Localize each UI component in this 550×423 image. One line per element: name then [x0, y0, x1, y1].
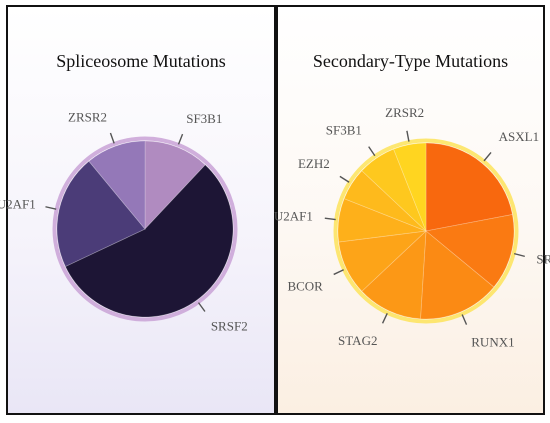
- leader-line-runx1: [461, 314, 468, 325]
- pie-rim: [52, 136, 238, 322]
- spliceosome-pie-chart: SF3B1 SRSF2 U2AF1 ZRSR2: [0, 110, 248, 334]
- pie-slice-runx1: [420, 230, 495, 320]
- slice-label-runx1: RUNX1: [471, 335, 514, 350]
- pie-slice-u2af1: [56, 160, 146, 268]
- pie-slice-asxl1: [425, 142, 513, 232]
- slice-label-asxl1: ASXL1: [499, 129, 539, 144]
- leader-line-sf3b1: [177, 133, 184, 145]
- slice-label-ezh2: EZH2: [298, 156, 330, 171]
- slice-label-u2af1: U2AF1: [0, 197, 36, 212]
- slice-label-u2af1: U2AF1: [274, 209, 313, 224]
- pie-slice-u2af1: [337, 198, 427, 243]
- leader-line-srsf2: [197, 302, 206, 312]
- spliceosome-chart-title: Spliceosome Mutations: [56, 51, 226, 71]
- pie-slice-zrsr2: [88, 140, 146, 231]
- leader-line-ezh2: [339, 175, 350, 183]
- leader-line-zrsr2: [109, 132, 115, 144]
- slice-label-stag2: STAG2: [338, 333, 377, 348]
- pie-slice-bcor: [338, 230, 428, 292]
- slice-label-srsf2: SRSF2: [211, 319, 248, 334]
- pie-slice-zrsr2: [393, 142, 427, 232]
- leader-line-zrsr2: [406, 130, 410, 142]
- secondary-type-chart-title: Secondary-Type Mutations: [312, 51, 509, 71]
- leader-line-srsf2: [513, 252, 525, 258]
- spliceosome-panel: Spliceosome Mutations SF3B1 SRSF2 U2AF1 ZRS…: [0, 5, 276, 415]
- slice-label-zrsr2: ZRSR2: [385, 105, 424, 120]
- pie-slice-srsf2: [425, 214, 515, 288]
- leader-line-u2af1: [45, 206, 57, 210]
- leader-line-sf3b1: [368, 146, 376, 157]
- pie-slice-ezh2: [343, 170, 427, 232]
- slice-label-zrsr2: ZRSR2: [68, 110, 107, 125]
- slice-label-sf3b1: SF3B1: [186, 111, 222, 126]
- pie-slice-sf3b1: [361, 148, 427, 232]
- leader-line-stag2: [381, 313, 388, 324]
- pie-slice-srsf2: [64, 164, 234, 318]
- slice-label-sf3b1: SF3B1: [326, 123, 362, 138]
- leader-line-u2af1: [324, 217, 336, 221]
- pie-slice-stag2: [361, 230, 427, 320]
- slice-label-srsf2: SRSF2: [536, 251, 550, 266]
- pie-rim: [333, 138, 519, 324]
- secondary-type-panel: Secondary-Type Mutations ASXL1 SRSF2 RUNX1…: [274, 5, 550, 415]
- slice-label-bcor: BCOR: [287, 279, 323, 294]
- leader-line-bcor: [333, 269, 344, 276]
- pie-slice-sf3b1: [144, 140, 206, 231]
- secondary-type-pie-chart: ASXL1 SRSF2 RUNX1 STAG2 BCOR U2AF1 EZH2 SF3B1 ZR…: [274, 105, 550, 350]
- leader-line-asxl1: [483, 151, 492, 162]
